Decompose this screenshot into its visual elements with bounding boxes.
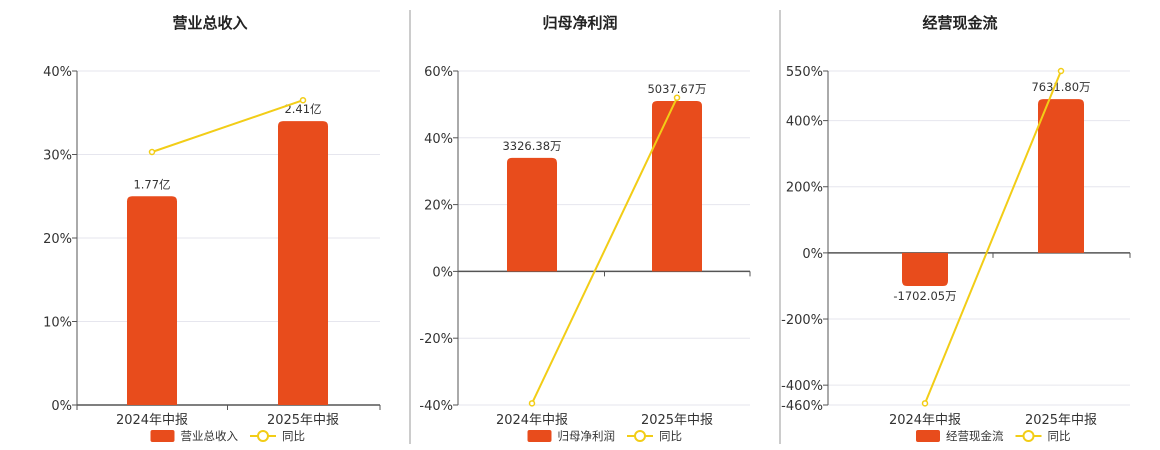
y-tick-label: -40% (419, 399, 453, 414)
bar-data-label: 1.77亿 (133, 177, 170, 191)
yoy-point (148, 148, 156, 156)
y-tick-label: 20% (43, 232, 72, 247)
category-label: 2024年中报 (889, 413, 961, 428)
category-label: 2024年中报 (116, 413, 188, 428)
yoy-line (924, 70, 1062, 404)
bar (652, 101, 702, 272)
bar (507, 157, 557, 272)
y-tick-label: -400% (781, 379, 823, 394)
legend-line-marker (257, 430, 269, 442)
chart-panel-3: 经营现金流 -460% -400% -200% 0% 200% 400% 550% 2024年中… (781, 14, 1131, 443)
legend-line-label: 同比 (282, 429, 305, 443)
yoy-point (921, 400, 929, 407)
legend-line-marker (1022, 430, 1035, 442)
y-tick-label: 400% (786, 115, 823, 130)
bar (278, 121, 328, 405)
chart-title: 经营现金流 (922, 14, 997, 32)
y-tick-label: 0% (802, 247, 823, 262)
chart-title: 归母净利润 (542, 14, 617, 32)
yoy-point (299, 96, 307, 104)
y-tick-label: 60% (424, 65, 453, 80)
legend-bar-swatch (150, 430, 175, 442)
y-tick-label: -20% (419, 332, 453, 347)
chart-panel-2: 归母净利润 -40% -20% 0% 20% 40% 60% 2024年中报 2025年中报 33… (419, 14, 751, 443)
y-tick-label: 30% (43, 149, 72, 164)
category-label: 2025年中报 (641, 413, 713, 428)
legend-bar-label: 归母净利润 (558, 429, 616, 443)
chart-title: 营业总收入 (172, 14, 247, 32)
y-tick-label: 40% (43, 65, 72, 80)
legend-bar-label: 营业总收入 (181, 429, 239, 443)
y-tick-label: 40% (424, 132, 453, 147)
y-tick-label: 10% (43, 316, 72, 331)
yoy-point (1057, 67, 1065, 75)
y-tick-label: 550% (786, 65, 823, 80)
legend-line-label: 同比 (1048, 429, 1071, 443)
category-label: 2025年中报 (1025, 413, 1097, 428)
y-tick-label: 0% (432, 265, 453, 280)
bar (127, 196, 177, 405)
yoy-line (531, 97, 678, 404)
bar-data-label: 3326.38万 (502, 139, 561, 153)
bar-data-label: 7631.80万 (1031, 80, 1090, 94)
bar-data-label: 2.41亿 (284, 102, 321, 116)
legend-bar-swatch (527, 430, 552, 442)
legend-line-label: 同比 (659, 429, 682, 443)
category-label: 2024年中报 (496, 413, 568, 428)
bar-data-label: -1702.05万 (893, 289, 956, 303)
y-tick-label: 200% (786, 181, 823, 196)
bar (902, 252, 948, 286)
y-tick-label: -460% (781, 399, 823, 414)
bar (1038, 99, 1084, 253)
legend-bar-swatch (916, 430, 940, 442)
yoy-line (151, 99, 304, 153)
y-tick-label: 0% (51, 399, 72, 414)
yoy-point (528, 400, 536, 407)
yoy-point (673, 94, 681, 101)
bar-data-label: 5037.67万 (647, 82, 706, 96)
legend-bar-label: 经营现金流 (946, 429, 1004, 443)
legend-line-marker (634, 430, 646, 442)
category-label: 2025年中报 (267, 413, 339, 428)
chart-panel-1: 营业总收入 0% 10% 20% 30% 40% 2024年中报 2025年中报 1.77亿 2.… (43, 14, 381, 443)
y-tick-label: 20% (424, 199, 453, 214)
y-tick-label: -200% (781, 313, 823, 328)
